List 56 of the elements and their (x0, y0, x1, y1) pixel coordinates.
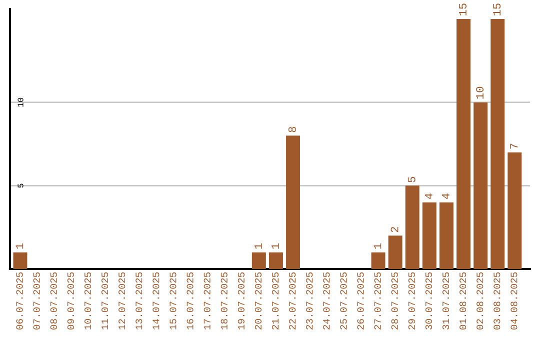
x-tick-label: 18.07.2025 (220, 272, 228, 330)
x-tick-label: 02.08.2025 (476, 272, 484, 330)
data-label: 1 (272, 243, 279, 249)
data-label: 4 (442, 193, 450, 199)
x-tick-label: 25.07.2025 (340, 272, 347, 330)
x-tick-label: 10.07.2025 (84, 272, 92, 330)
data-label: 1 (254, 243, 262, 249)
bar (474, 102, 488, 269)
data-label: 1 (374, 243, 382, 249)
x-tick-label: 24.07.2025 (323, 272, 330, 330)
bar (388, 236, 402, 269)
x-tick-label: 16.07.2025 (186, 272, 194, 330)
data-label: 15 (459, 4, 466, 16)
x-tick-label: 15.07.2025 (170, 272, 176, 330)
x-tick-label: 19.07.2025 (238, 272, 244, 330)
x-tick-label: 08.07.2025 (50, 272, 57, 330)
x-tick-label: 17.07.2025 (204, 272, 210, 330)
x-tick-label: 20.07.2025 (254, 272, 262, 330)
x-tick-label: 23.07.2025 (306, 272, 313, 330)
data-label: 10 (476, 86, 484, 99)
x-tick-label: 31.07.2025 (442, 272, 450, 330)
bar (456, 19, 470, 269)
x-tick-label: 07.07.2025 (33, 272, 40, 330)
bar (439, 202, 454, 269)
bar (252, 252, 266, 269)
x-tick-label: 14.07.2025 (152, 272, 160, 330)
bar (268, 252, 283, 269)
x-tick-label: 11.07.2025 (101, 272, 108, 330)
bar (405, 186, 420, 269)
data-label: 8 (288, 126, 296, 132)
bar (13, 252, 28, 269)
x-tick-label: 28.07.2025 (391, 272, 398, 330)
x-tick-label: 06.07.2025 (16, 272, 23, 330)
data-label: 2 (390, 227, 398, 232)
x-tick-label: 21.07.2025 (272, 272, 279, 330)
x-tick-label: 04.08.2025 (510, 272, 518, 330)
bar (422, 202, 436, 269)
x-tick-label: 01.08.2025 (460, 272, 466, 330)
data-label: 7 (510, 144, 518, 149)
x-tick-label: 13.07.2025 (136, 272, 142, 330)
x-tick-label: 12.07.2025 (118, 272, 126, 330)
data-label: 15 (493, 4, 501, 16)
x-tick-label: 09.07.2025 (67, 272, 74, 330)
x-tick-label: 26.07.2025 (357, 272, 364, 330)
x-tick-label: 29.07.2025 (408, 272, 415, 330)
data-label: 1 (16, 243, 24, 249)
x-tick-label: 27.07.2025 (374, 272, 381, 330)
bar (286, 136, 300, 269)
x-tick-label: 03.08.2025 (494, 272, 500, 330)
x-tick-label: 30.07.2025 (425, 272, 432, 330)
bar (371, 252, 386, 269)
bar (490, 19, 505, 269)
bar (508, 152, 522, 269)
data-label: 4 (424, 193, 432, 199)
x-tick-label: 22.07.2025 (289, 272, 296, 330)
data-label: 5 (408, 176, 416, 182)
